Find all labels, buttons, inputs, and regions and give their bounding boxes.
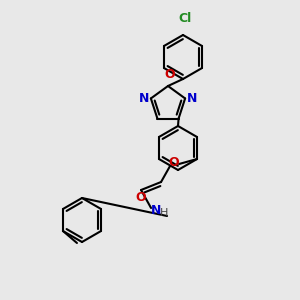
Text: Cl: Cl xyxy=(178,12,192,25)
Text: H: H xyxy=(160,208,168,218)
Text: O: O xyxy=(165,68,175,81)
Text: N: N xyxy=(151,203,161,217)
Text: N: N xyxy=(139,92,149,105)
Text: N: N xyxy=(187,92,197,105)
Text: O: O xyxy=(136,191,146,204)
Text: O: O xyxy=(169,157,179,169)
